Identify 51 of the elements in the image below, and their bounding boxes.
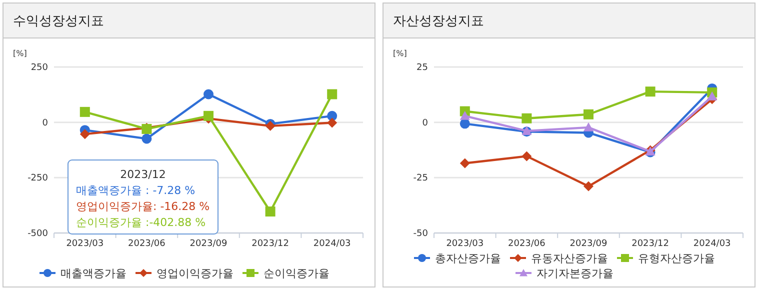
point bbox=[204, 110, 214, 121]
legend-label: 총자산증가율 bbox=[435, 252, 501, 265]
y-tick-label: -25 bbox=[413, 174, 428, 184]
legend-label: 자기자본증가율 bbox=[536, 267, 614, 280]
y-tick-label: 0 bbox=[422, 118, 428, 128]
point bbox=[265, 206, 276, 217]
y-tick-label: 0 bbox=[42, 118, 48, 128]
x-tick-label: 2023/12 bbox=[632, 239, 669, 249]
point bbox=[584, 181, 594, 192]
point bbox=[460, 110, 470, 120]
y-tick-label: -50 bbox=[413, 229, 428, 239]
x-tick-label: 2023/09 bbox=[570, 239, 608, 249]
legend-label: 영업이익증가율 bbox=[156, 267, 234, 280]
x-tick-label: 2024/03 bbox=[693, 239, 731, 249]
point bbox=[80, 129, 90, 140]
y-tick-label: -250 bbox=[28, 174, 48, 184]
legend-label: 순이익증가율 bbox=[264, 267, 330, 280]
x-tick-label: 2023/03 bbox=[446, 239, 484, 249]
annotation: 영업이익증가율: -16.28 % bbox=[76, 200, 210, 213]
annotation: 매출액증가율 : -7.28 % bbox=[76, 184, 196, 197]
legend-label: 유형자산증가율 bbox=[638, 252, 715, 265]
x-tick-label: 2023/06 bbox=[128, 239, 166, 249]
x-tick-label: 2024/03 bbox=[313, 239, 351, 249]
x-tick-label: 2023/09 bbox=[190, 239, 228, 249]
y-axis-title: [%] bbox=[13, 49, 27, 58]
point bbox=[645, 86, 656, 97]
annotation: 2023/12 bbox=[120, 168, 166, 181]
y-tick-label: 25 bbox=[416, 63, 428, 73]
x-tick-label: 2023/06 bbox=[508, 239, 546, 249]
annotation: 순이익증가율 :-402.88 % bbox=[76, 216, 206, 229]
x-tick-label: 2023/12 bbox=[252, 239, 289, 249]
point bbox=[522, 113, 532, 124]
point bbox=[204, 89, 214, 100]
chart-title: 자산성장성지표 bbox=[393, 14, 484, 29]
legend-label: 매출액증가율 bbox=[60, 267, 126, 280]
point bbox=[327, 118, 338, 128]
point bbox=[80, 106, 90, 117]
point bbox=[522, 151, 532, 162]
point bbox=[584, 109, 594, 120]
y-tick-label: -500 bbox=[28, 229, 48, 239]
chart-title: 수익성장성지표 bbox=[13, 14, 104, 29]
y-axis-title: [%] bbox=[393, 49, 407, 58]
point bbox=[460, 158, 470, 168]
point bbox=[460, 118, 470, 129]
point bbox=[327, 89, 338, 100]
point bbox=[584, 122, 594, 132]
legend-label: 유동자산증가율 bbox=[531, 252, 608, 265]
point bbox=[707, 91, 718, 100]
point bbox=[142, 134, 152, 144]
x-tick-label: 2023/03 bbox=[66, 239, 104, 249]
y-tick-label: 250 bbox=[30, 63, 48, 73]
